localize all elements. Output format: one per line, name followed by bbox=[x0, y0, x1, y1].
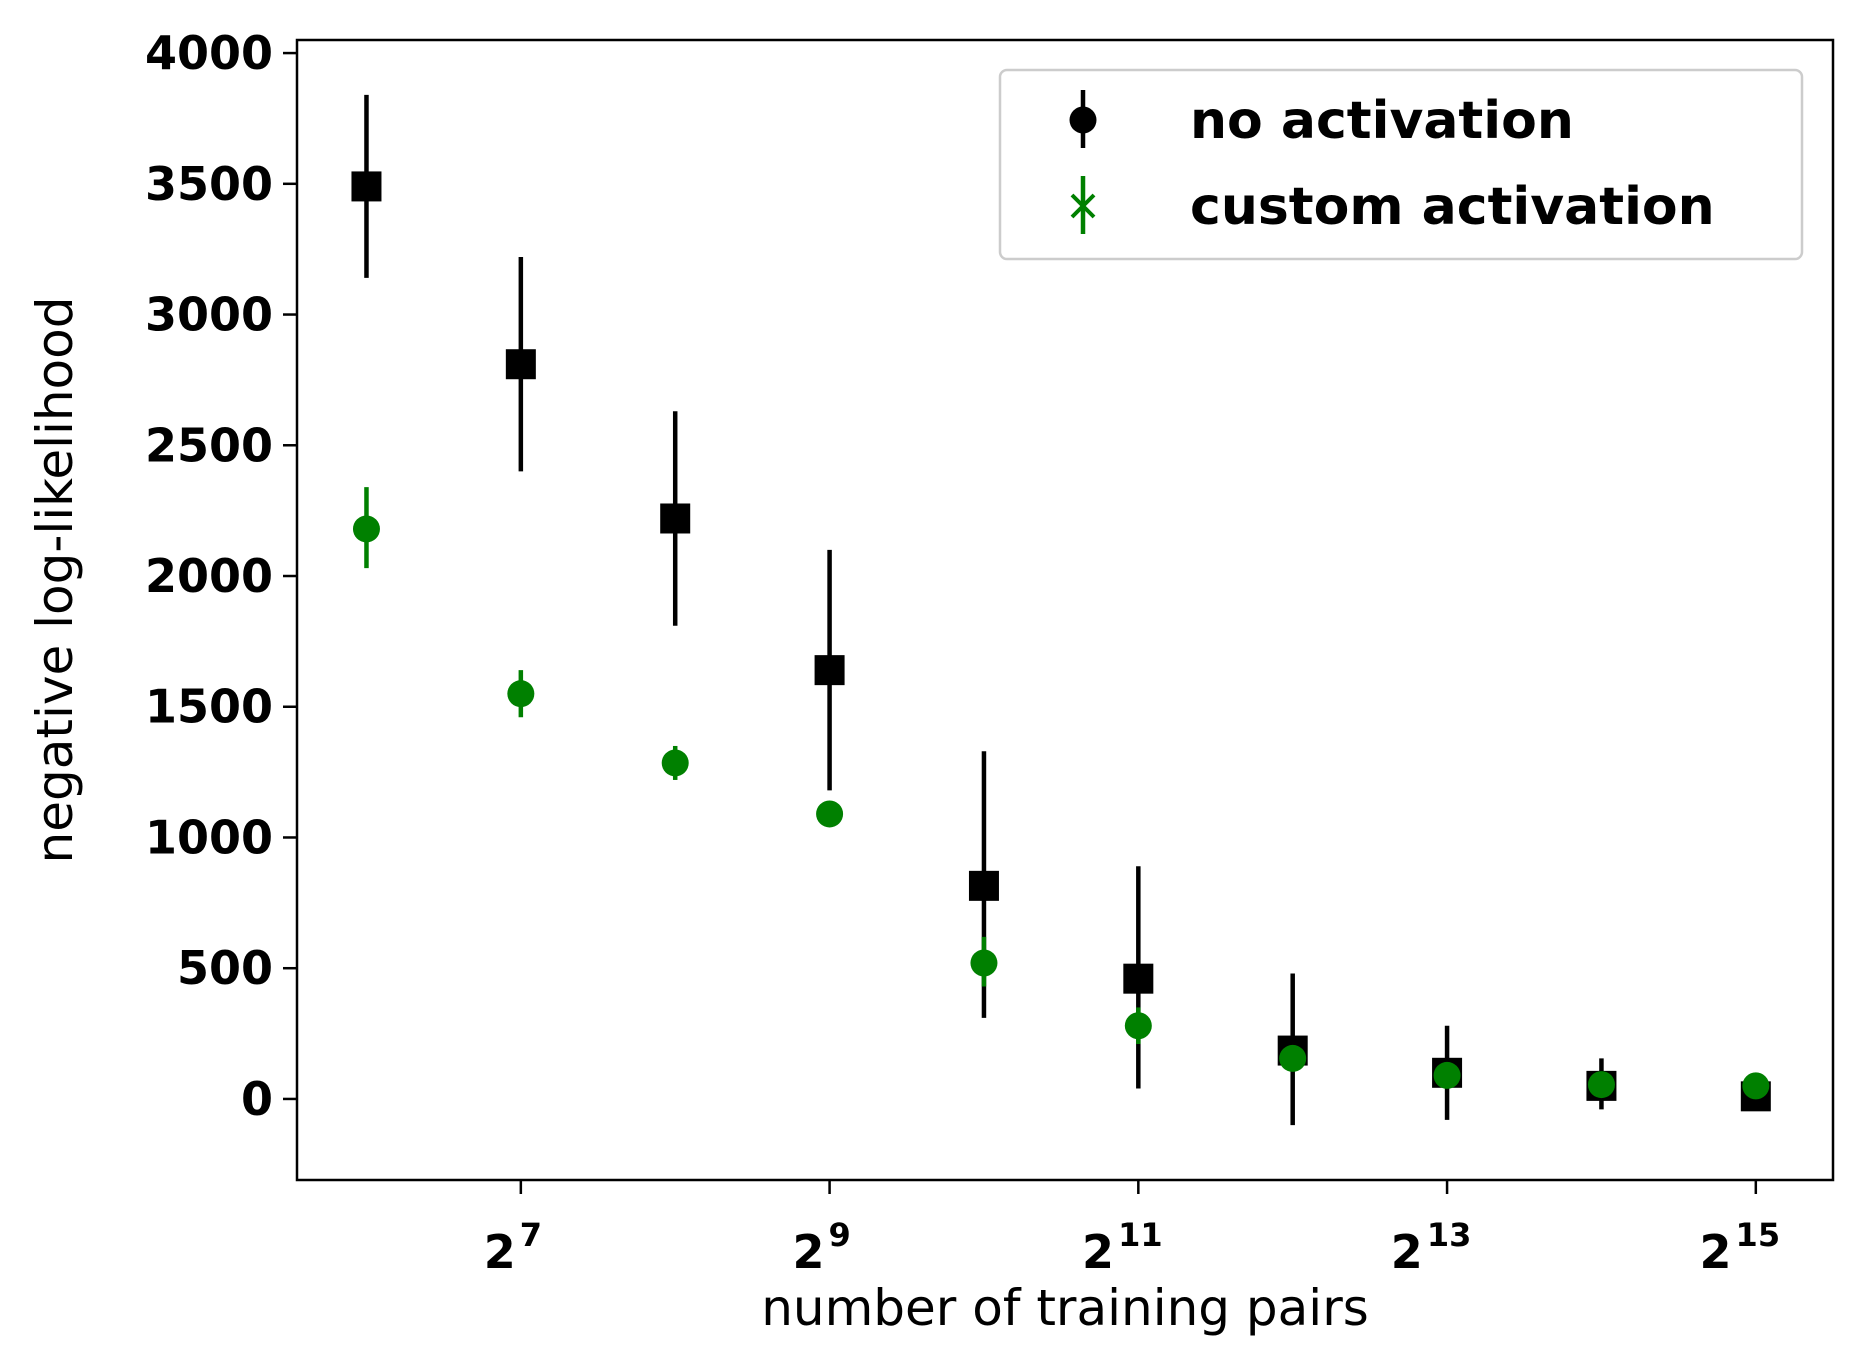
no-activation-point bbox=[814, 655, 845, 686]
legend-label-custom-activation: custom activation bbox=[1190, 177, 1715, 237]
x-tick-label: 2 11 bbox=[1082, 1216, 1163, 1279]
y-tick-label: 1000 bbox=[145, 810, 273, 864]
legend-circle-marker bbox=[1069, 106, 1097, 134]
custom-activation-point bbox=[661, 749, 689, 777]
y-axis-label: negative log-likelihood bbox=[26, 297, 84, 864]
custom-activation-point bbox=[507, 680, 535, 708]
legend: no activation custom activation bbox=[998, 68, 1804, 261]
y-tick-label: 4000 bbox=[145, 26, 273, 80]
custom-activation-point bbox=[1587, 1071, 1615, 1099]
custom-activation-point bbox=[816, 800, 844, 828]
no-activation-point bbox=[351, 171, 382, 202]
no-activation-point bbox=[660, 503, 691, 534]
y-tick-label: 3000 bbox=[145, 288, 273, 342]
legend-label-no-activation: no activation bbox=[1190, 91, 1574, 151]
custom-activation-point bbox=[1124, 1012, 1152, 1040]
legend-box bbox=[998, 68, 1804, 261]
custom-activation-point bbox=[1433, 1061, 1461, 1089]
y-tick-label: 0 bbox=[241, 1072, 273, 1126]
y-tick-label: 2000 bbox=[145, 549, 273, 603]
custom-activation-point bbox=[1279, 1044, 1307, 1072]
custom-activation-point bbox=[970, 949, 998, 977]
x-axis-label: number of training pairs bbox=[761, 1279, 1369, 1337]
x-tick-label: 2 15 bbox=[1700, 1216, 1781, 1279]
legend-symbol-no-activation bbox=[1069, 90, 1097, 148]
custom-activation-point bbox=[1742, 1072, 1770, 1100]
legend-x-marker bbox=[1070, 193, 1096, 219]
custom-activation-point bbox=[352, 515, 380, 543]
axes-frame bbox=[295, 38, 1835, 1182]
y-tick-label: 500 bbox=[177, 941, 273, 995]
x-tick-label: 2 13 bbox=[1391, 1216, 1472, 1279]
x-axis-ticks: 2 7 2 9 2 11 2 13 2 15 bbox=[484, 1180, 1780, 1279]
no-activation-point bbox=[505, 349, 536, 380]
marker-layer bbox=[351, 171, 1771, 1112]
y-tick-label: 1500 bbox=[145, 680, 273, 734]
legend-symbol-custom-activation bbox=[1070, 176, 1096, 234]
y-tick-label: 3500 bbox=[145, 157, 273, 211]
no-activation-point bbox=[968, 870, 999, 901]
y-tick-label: 2500 bbox=[145, 418, 273, 472]
no-activation-point bbox=[1123, 963, 1154, 994]
y-axis-ticks: 0 500 1000 1500 2000 2500 3000 3500 4000 bbox=[145, 26, 297, 1126]
